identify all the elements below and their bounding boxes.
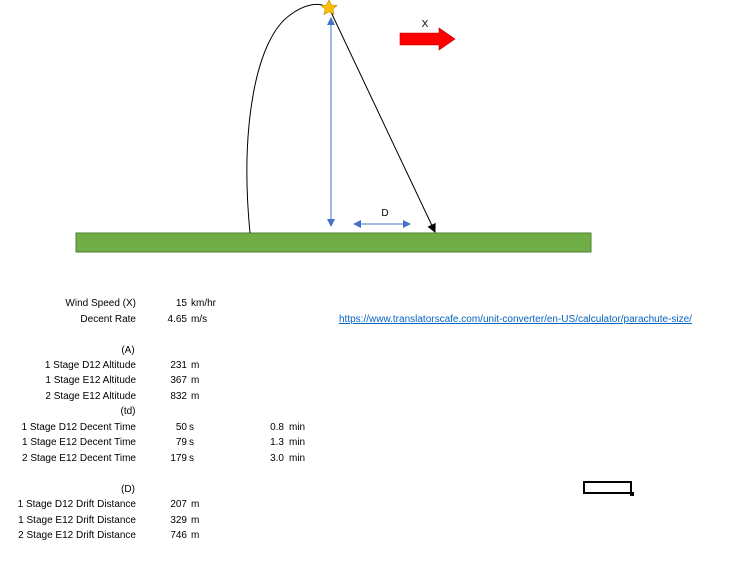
time-row-unit: s <box>189 453 194 464</box>
altitude-row-value: 832 <box>170 391 187 402</box>
drift-row-unit: m <box>191 515 200 526</box>
time-row-label: 2 Stage E12 Decent Time <box>22 453 136 464</box>
drift-row-label: 1 Stage D12 Drift Distance <box>17 499 136 510</box>
altitude-row-label: 1 Stage D12 Altitude <box>44 360 136 371</box>
drift-row-label: 2 Stage E12 Drift Distance <box>18 530 136 541</box>
altitude-row-label: 2 Stage E12 Altitude <box>45 391 136 402</box>
time-row-label: 1 Stage E12 Decent Time <box>22 437 136 448</box>
descent-rate-value: 4.65 <box>167 314 187 325</box>
wind-label: X <box>422 19 429 30</box>
time-row-unit: s <box>189 422 194 433</box>
descent-rate-unit: m/s <box>191 314 208 325</box>
time-row-label: 1 Stage D12 Decent Time <box>21 422 136 433</box>
active-cell-selection[interactable] <box>583 481 632 494</box>
time-row-minutes: 0.8 <box>270 422 284 433</box>
altitude-row-value: 367 <box>170 375 187 386</box>
star-icon <box>320 0 338 16</box>
drift-row-value: 746 <box>170 530 187 541</box>
wind-speed-label: Wind Speed (X) <box>65 298 136 309</box>
drift-row-value: 207 <box>170 499 187 510</box>
flight-diagram: D X <box>75 0 592 253</box>
time-row-value: 179 <box>170 453 187 464</box>
time-row-value: 79 <box>175 437 187 448</box>
time-row-minutes: 1.3 <box>270 437 284 448</box>
altitude-row-value: 231 <box>170 360 187 371</box>
time-row-unit: s <box>189 437 194 448</box>
altitude-row-unit: m <box>191 375 200 386</box>
drift-header: (D) <box>121 484 135 495</box>
time-header: (td) <box>120 406 136 417</box>
time-row-minutes: 3.0 <box>270 453 284 464</box>
fill-handle[interactable] <box>630 492 634 496</box>
ground-bar <box>75 232 592 253</box>
drift-row-unit: m <box>191 530 200 541</box>
drift-label: D <box>381 208 388 219</box>
descent-drift-line <box>329 9 436 233</box>
reference-link[interactable]: https://www.translatorscafe.com/unit-con… <box>339 314 692 325</box>
ascent-trajectory <box>246 3 328 234</box>
time-row-minutes-unit: min <box>289 437 306 448</box>
wind-speed-unit: km/hr <box>191 298 216 309</box>
time-row-value: 50 <box>175 422 187 433</box>
time-row-minutes-unit: min <box>289 453 306 464</box>
descent-rate-label: Decent Rate <box>80 314 136 325</box>
altitude-header: (A) <box>121 345 135 356</box>
drift-row-label: 1 Stage E12 Drift Distance <box>18 515 136 526</box>
altitude-row-label: 1 Stage E12 Altitude <box>45 375 136 386</box>
altitude-row-unit: m <box>191 391 200 402</box>
wind-direction-arrow <box>399 27 456 51</box>
time-row-minutes-unit: min <box>289 422 306 433</box>
wind-speed-value: 15 <box>175 298 187 309</box>
drift-row-value: 329 <box>170 515 187 526</box>
altitude-row-unit: m <box>191 360 200 371</box>
drift-row-unit: m <box>191 499 200 510</box>
